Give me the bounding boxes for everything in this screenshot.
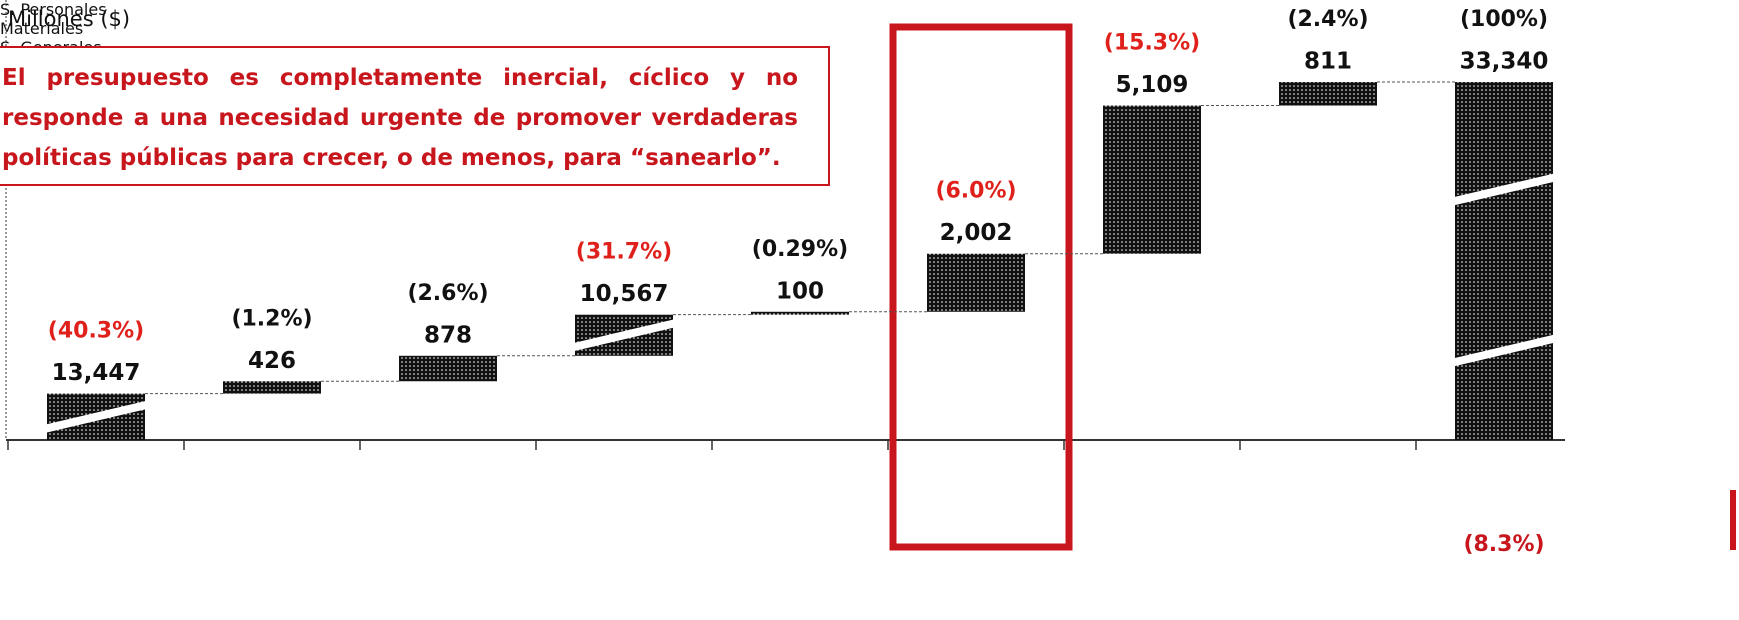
break-mark (1452, 334, 1556, 367)
highlight-box (889, 23, 1073, 551)
value-label: 811 (1304, 49, 1352, 75)
value-label: 10,567 (580, 281, 669, 307)
value-label: 5,109 (1116, 72, 1189, 98)
share-label: (31.7%) (576, 240, 672, 265)
break-mark (44, 400, 148, 433)
share-label: (2.6%) (407, 281, 488, 306)
share-label: (100%) (1460, 7, 1548, 32)
share-label: (40.3%) (48, 319, 144, 344)
value-label: 426 (248, 348, 296, 374)
bar (1279, 82, 1377, 106)
bar (751, 311, 849, 315)
bar (1455, 82, 1553, 440)
bar (927, 253, 1025, 312)
value-label: 878 (424, 322, 472, 348)
value-label: 100 (776, 278, 824, 304)
share-label: (2.4%) (1287, 7, 1368, 32)
share-label: (6.0%) (935, 179, 1016, 204)
bar (1103, 105, 1201, 254)
break-mark (1452, 173, 1556, 206)
share-label: (1.2%) (231, 306, 312, 331)
share-label: (15.3%) (1104, 31, 1200, 56)
break-mark (572, 319, 676, 352)
value-label: 33,340 (1460, 49, 1549, 75)
annotation: El presupuesto es completamente inercial… (0, 46, 830, 186)
edge-mark (1730, 490, 1736, 550)
bar (399, 355, 497, 382)
value-label: 13,447 (52, 360, 141, 386)
footnote: (8.3%) (1463, 532, 1544, 557)
x-tick-label: Materiales (0, 19, 84, 38)
bar (223, 381, 321, 394)
x-tick-label: S. Personales (0, 0, 107, 19)
share-label: (0.29%) (752, 237, 848, 262)
value-label: 2,002 (940, 220, 1013, 246)
unit-label: Millones ($) (8, 7, 130, 31)
